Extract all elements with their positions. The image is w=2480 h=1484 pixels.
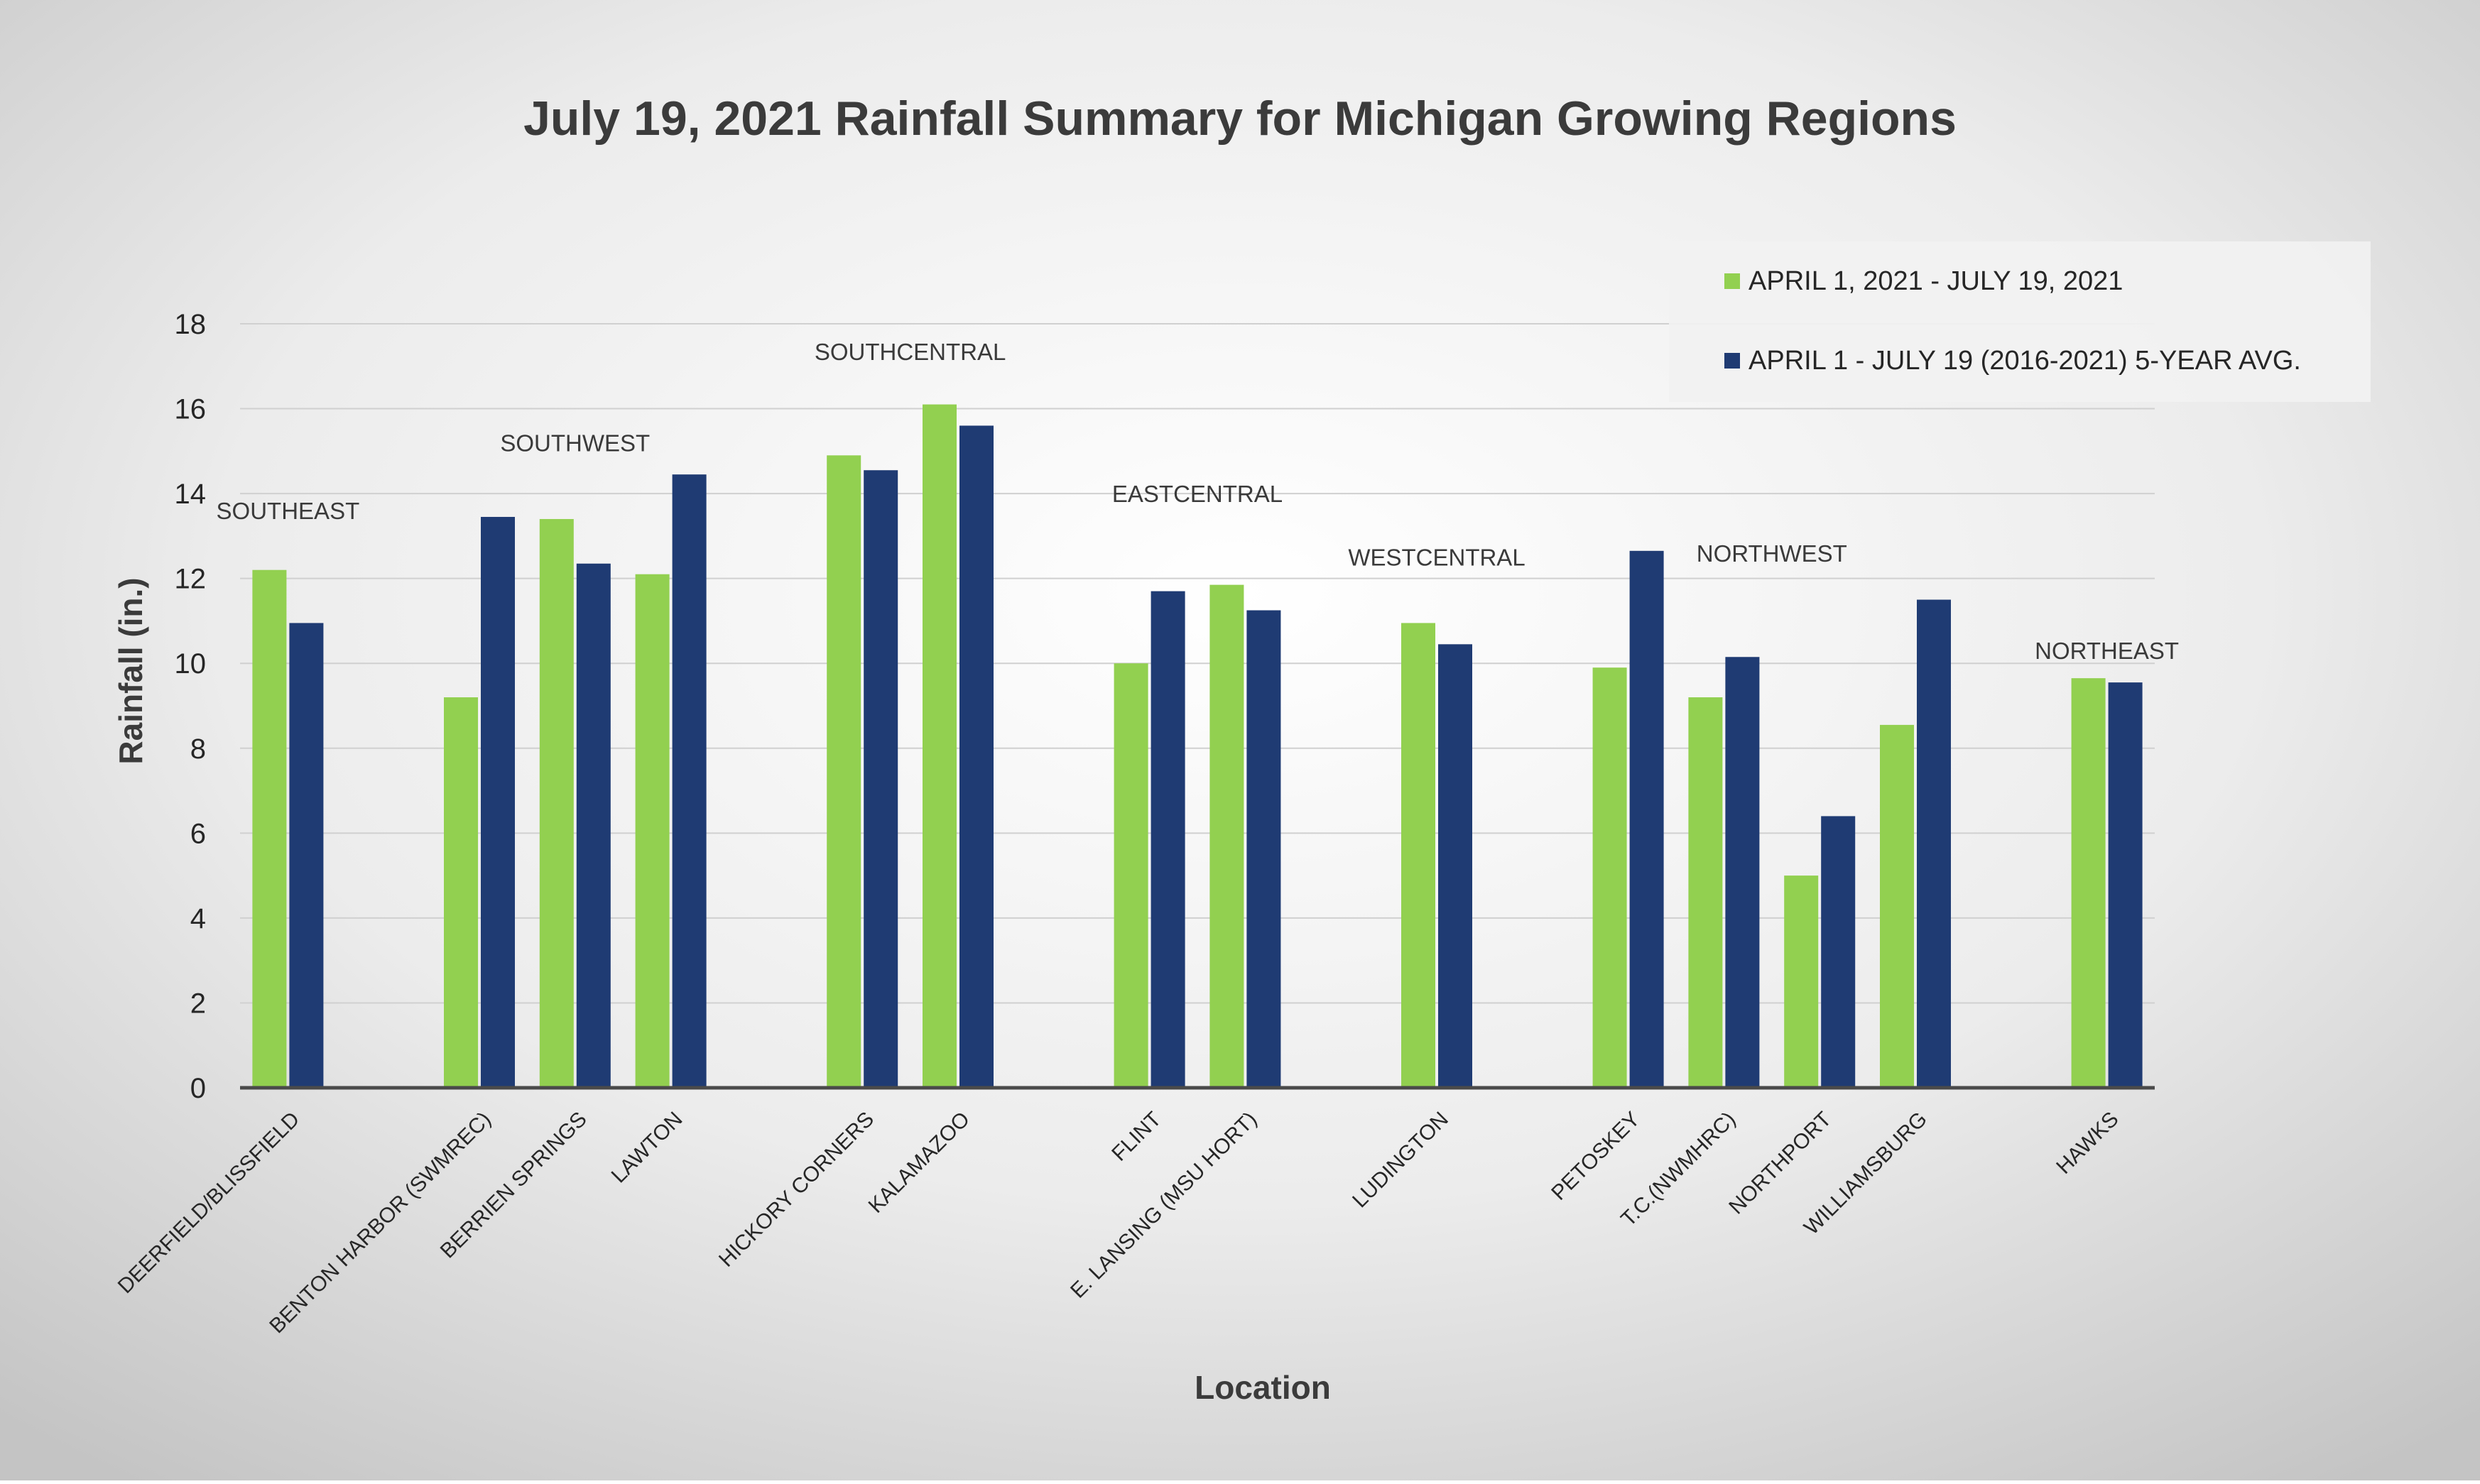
axes: 0 2 4 6 8 10 12 14 16 18 [175,309,2155,1104]
y-tick-label: 12 [175,564,207,595]
bar-series-1 [252,569,287,1088]
y-axis-title: Rainfall (in.) [112,577,149,764]
legend: APRIL 1, 2021 - JULY 19, 2021 APRIL 1 - … [1669,241,2371,402]
bar-series-2 [1629,550,1664,1088]
region-annotation: SOUTHEAST [217,498,360,524]
y-tick-label: 0 [190,1073,206,1104]
bar-series-2 [959,425,994,1088]
legend-box [1669,241,2371,402]
bar-series-1 [1688,697,1723,1088]
bar-series-2 [1821,816,1856,1088]
legend-swatch-series-1 [1724,273,1740,289]
region-annotation: SOUTHWEST [500,430,650,456]
bar-series-1 [1209,584,1244,1088]
bar-series-1 [1784,875,1819,1088]
y-tick-label: 2 [190,988,206,1019]
bars [252,404,2143,1088]
bar-series-2 [2108,682,2143,1088]
bar-series-1 [2071,678,2106,1088]
y-tick-label: 18 [175,309,207,340]
bar-series-2 [1151,591,1185,1088]
y-tick-label: 8 [190,733,206,765]
bar-series-1 [444,697,478,1088]
legend-label-series-2: APRIL 1 - JULY 19 (2016-2021) 5-YEAR AVG… [1748,346,2301,376]
y-tick-label: 16 [175,394,207,425]
region-annotation: NORTHWEST [1697,540,1847,567]
x-axis-title: Location [1195,1369,1331,1406]
bar-series-1 [923,404,957,1088]
region-annotation: EASTCENTRAL [1112,481,1283,507]
region-annotation: NORTHEAST [2035,638,2179,664]
region-annotation: SOUTHCENTRAL [815,339,1006,365]
y-tick-label: 14 [175,479,207,510]
bar-series-2 [864,470,898,1088]
bar-series-1 [1114,663,1148,1088]
chart-title: July 19, 2021 Rainfall Summary for Michi… [523,92,1957,146]
bar-series-1 [1401,623,1435,1088]
legend-label-series-1: APRIL 1, 2021 - JULY 19, 2021 [1748,266,2123,296]
y-tick-label: 10 [175,648,207,680]
bar-series-2 [1438,644,1472,1088]
bar-series-2 [1246,610,1281,1088]
bar-series-2 [481,516,515,1088]
bar-series-1 [827,455,861,1088]
bar-series-1 [1592,667,1627,1088]
bar-series-1 [635,574,670,1088]
bar-series-1 [1880,724,1914,1088]
bar-series-2 [289,623,324,1088]
bar-series-2 [1917,599,1951,1088]
bar-series-2 [672,474,707,1088]
legend-swatch-series-2 [1724,353,1740,369]
region-annotation: WESTCENTRAL [1348,545,1525,571]
bar-series-2 [576,563,611,1088]
y-tick-label: 6 [190,818,206,849]
bar-series-1 [539,518,574,1088]
bar-series-2 [1725,657,1760,1088]
y-tick-label: 4 [190,903,206,934]
